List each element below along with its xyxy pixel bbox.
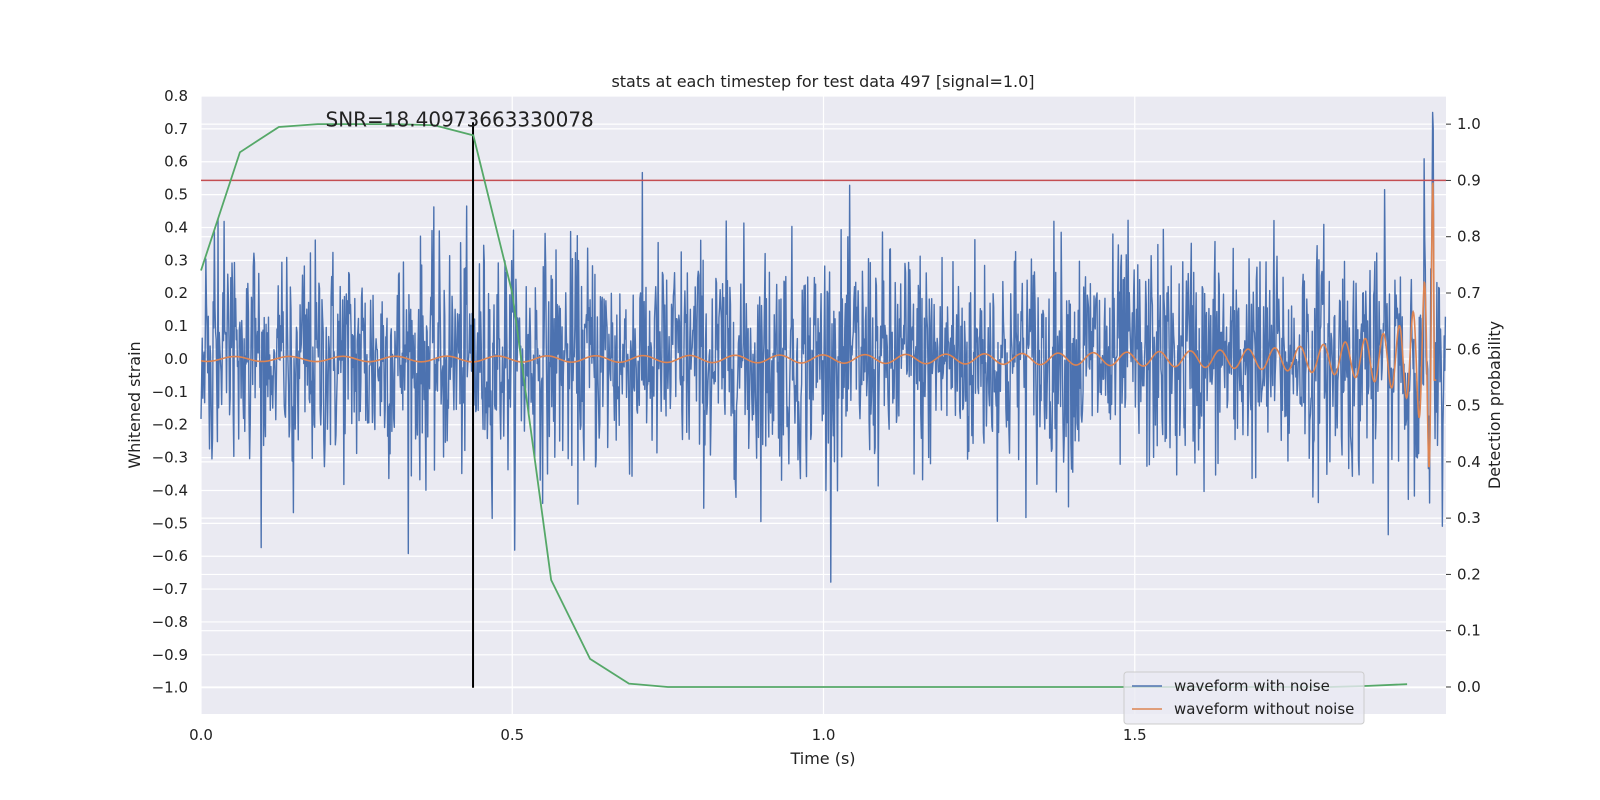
y-right-tick-label: 0.8 — [1457, 228, 1481, 246]
y-tick-label: −1.0 — [152, 679, 188, 697]
x-axis-label: Time (s) — [789, 749, 855, 768]
series-waveform-without-noise — [200, 182, 1437, 468]
y-right-tick-label: 0.1 — [1457, 622, 1481, 640]
legend-label-clean: waveform without noise — [1174, 700, 1354, 718]
legend-label-noise: waveform with noise — [1174, 677, 1330, 695]
y-tick-label: 0.4 — [164, 218, 188, 236]
y-tick-label: −0.3 — [152, 449, 188, 467]
noisy-waveform-line — [200, 111, 1447, 583]
y-tick-label: −0.4 — [152, 481, 188, 499]
y-tick-label: 0.2 — [164, 284, 188, 302]
y-right-tick-label: 0.7 — [1457, 284, 1481, 302]
y-tick-label: 0.5 — [164, 186, 188, 204]
series-waveform-with-noise — [200, 111, 1447, 583]
y-tick-label: −0.5 — [152, 514, 188, 532]
grid-lines — [200, 95, 1446, 714]
y-right-tick-label: 0.3 — [1457, 509, 1481, 527]
y-tick-label: 0.7 — [164, 120, 188, 138]
y-tick-label: 0.8 — [164, 87, 188, 105]
y-right-tick-label: 0.0 — [1457, 678, 1481, 696]
y-axis-label: Whitened strain — [125, 341, 144, 468]
y-tick-label: −0.8 — [152, 613, 188, 631]
legend: waveform with noise waveform without noi… — [1123, 671, 1365, 725]
x-tick-label: 1.5 — [1123, 726, 1147, 744]
y-right-tick-label: 0.4 — [1457, 453, 1481, 471]
y-tick-label: −0.9 — [152, 646, 188, 664]
tick-labels: 0.0 0.5 1.0 1.5 0.8 0.7 0.6 0.5 0.4 0.3 0.2 0.1 0.0 −… — [152, 87, 1481, 744]
y-tick-label: −0.6 — [152, 547, 188, 565]
y-tick-label: −0.7 — [152, 580, 188, 598]
y-right-tick-label: 0.6 — [1457, 340, 1481, 358]
y-axis-right-label: Detection probability — [1485, 321, 1504, 489]
y-right-tick-label: 1.0 — [1457, 115, 1481, 133]
x-tick-label: 0.0 — [189, 726, 213, 744]
y-tick-label: 0.0 — [164, 350, 188, 368]
y-tick-label: 0.6 — [164, 153, 188, 171]
legend-box — [1123, 671, 1365, 725]
y-tick-label: −0.1 — [152, 383, 188, 401]
x-tick-label: 0.5 — [500, 726, 524, 744]
chart-title: stats at each timestep for test data 497… — [611, 72, 1034, 91]
y-tick-label: 0.1 — [164, 317, 188, 335]
y-right-tick-label: 0.2 — [1457, 565, 1481, 583]
y-right-tick-label: 0.9 — [1457, 171, 1481, 189]
reference-lines — [201, 122, 1446, 688]
clean-waveform-line — [200, 182, 1437, 468]
y-tick-label: 0.3 — [164, 251, 188, 269]
y-tick-label: −0.2 — [152, 416, 188, 434]
y-right-tick-label: 0.5 — [1457, 397, 1481, 415]
x-tick-label: 1.0 — [812, 726, 836, 744]
snr-annotation: SNR=18.40973663330078 — [326, 107, 594, 131]
